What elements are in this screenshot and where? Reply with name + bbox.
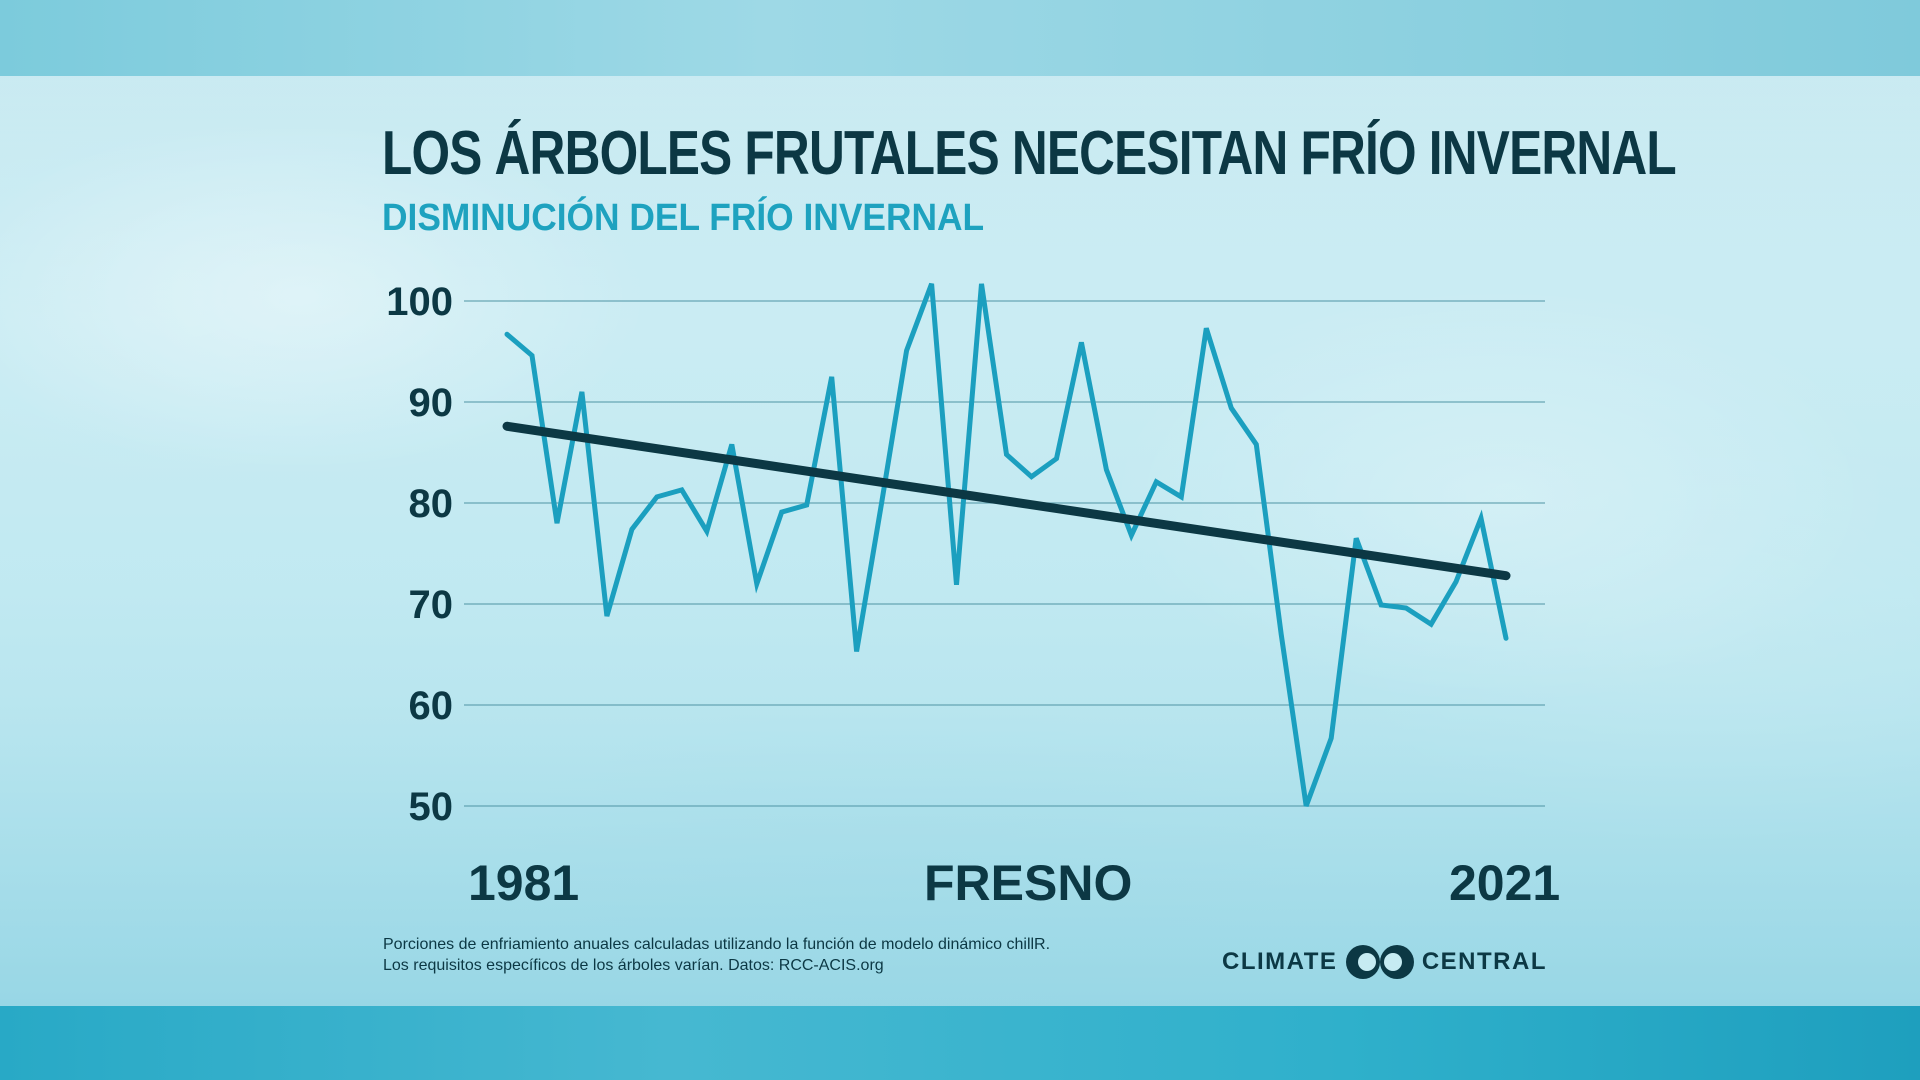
footnote: Porciones de enfriamiento anuales calcul…	[383, 934, 1143, 976]
footnote-line-2: Los requisitos específicos de los árbole…	[383, 957, 884, 974]
logo-rings-icon	[1345, 945, 1414, 979]
series-line-annual	[504, 282, 1509, 807]
y-tick-label-80: 80	[409, 482, 454, 526]
page-title: LOS ÁRBOLES FRUTALES NECESITAN FRÍO INVE…	[382, 119, 1677, 188]
series-group	[502, 282, 1511, 807]
logo-word-left: CLIMATE	[1222, 948, 1338, 975]
y-tick-label-60: 60	[409, 684, 454, 728]
y-tick-label-100: 100	[386, 280, 453, 324]
x-label-end: 2021	[1449, 855, 1560, 911]
logo-word-right: CENTRAL	[1421, 948, 1547, 975]
x-label-city: FRESNO	[924, 855, 1132, 911]
trend-line	[502, 421, 1511, 581]
top-band	[0, 0, 1920, 76]
page-subtitle: DISMINUCIÓN DEL FRÍO INVERNAL	[382, 197, 985, 239]
y-tick-label-70: 70	[409, 583, 454, 627]
y-tick-label-90: 90	[409, 381, 454, 425]
climate-central-logo: CLIMATE CENTRAL	[1222, 942, 1547, 982]
footnote-line-1: Porciones de enfriamiento anuales calcul…	[383, 936, 1051, 953]
y-axis-ticks: 100 90 80 70 60 50	[386, 280, 453, 829]
x-label-start: 1981	[468, 855, 579, 911]
bottom-band	[0, 1006, 1920, 1080]
y-tick-label-50: 50	[409, 785, 454, 829]
